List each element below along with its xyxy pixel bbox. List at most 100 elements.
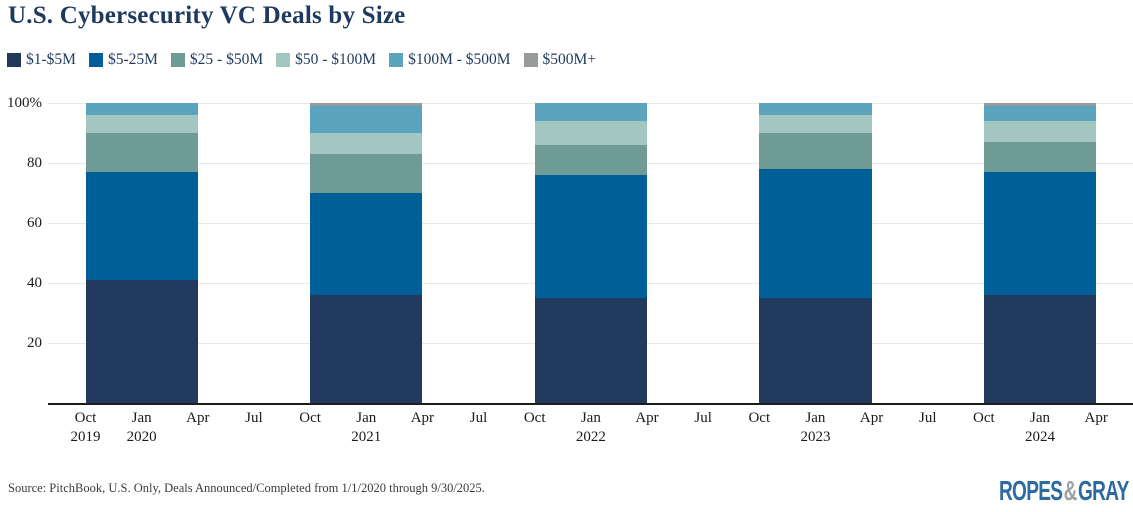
x-tick-label: Oct xyxy=(730,409,788,428)
legend-swatch xyxy=(276,53,291,67)
bar-segment xyxy=(310,295,423,403)
y-tick-label: 20 xyxy=(27,335,42,351)
bar-segment xyxy=(759,103,872,115)
legend-label: $100M - $500M xyxy=(408,51,511,68)
x-tick-month: Jan xyxy=(131,410,152,426)
stacked-bar-Oct 2020 - Apr 2021 xyxy=(310,103,423,403)
x-tick-label: Oct xyxy=(955,409,1013,428)
y-tick-label: 60 xyxy=(27,215,42,231)
bar-segment xyxy=(534,103,647,121)
x-tick-month: Jul xyxy=(918,410,937,426)
x-tick-month: Oct xyxy=(74,410,97,426)
legend-label: $50 - $100M xyxy=(295,51,377,68)
legend-item: $25 - $50M xyxy=(170,51,264,69)
bar-segment xyxy=(983,103,1097,106)
bar-segment xyxy=(759,298,872,403)
y-tick-label: 100% xyxy=(7,95,42,111)
logo-ampersand: & xyxy=(1064,475,1078,506)
legend-item: $100M - $500M xyxy=(389,51,511,69)
x-tick-label: Jul xyxy=(899,409,957,428)
legend-label: $25 - $50M xyxy=(189,51,264,68)
bar-segment xyxy=(310,133,423,154)
x-tick-month: Oct xyxy=(748,410,771,426)
stacked-bar-Oct 2022 - Apr 2023 xyxy=(759,103,872,403)
legend-swatch xyxy=(389,53,404,67)
x-tick-month: Jan xyxy=(356,410,377,426)
legend-item: $1-$5M xyxy=(7,51,76,69)
bar-segment xyxy=(534,145,647,175)
bar-segment xyxy=(983,142,1097,172)
logo-ropes: ROPES xyxy=(999,475,1063,506)
x-tick-label: Jan 2022 xyxy=(562,409,620,447)
x-tick-label: Oct xyxy=(281,409,339,428)
legend-item: $50 - $100M xyxy=(276,51,376,69)
x-tick-year: 2020 xyxy=(126,429,157,445)
x-tick-month: Apr xyxy=(1084,410,1108,426)
bar-segment xyxy=(310,193,423,295)
x-tick-month: Apr xyxy=(859,410,884,426)
x-tick-label: Jul xyxy=(450,409,508,428)
bar-segment xyxy=(85,115,198,133)
bar-segment xyxy=(310,103,423,106)
bar-segment xyxy=(759,115,872,133)
bar-segment xyxy=(983,295,1097,403)
legend-label: $500M+ xyxy=(542,51,597,68)
x-tick-label: Jan 2021 xyxy=(337,409,395,447)
x-tick-year: 2024 xyxy=(1025,429,1056,445)
bar-segment xyxy=(759,133,872,169)
stacked-bar-Oct 2023 - Apr 2024 xyxy=(983,103,1097,403)
x-tick-month: Oct xyxy=(973,410,995,426)
x-tick-label: Apr xyxy=(393,409,451,428)
x-tick-month: Apr xyxy=(635,410,659,426)
bar-segment xyxy=(85,280,198,403)
bar-segment xyxy=(983,106,1097,121)
legend-swatch xyxy=(88,53,103,67)
legend-swatch xyxy=(7,53,21,67)
logo-gray: GRAY xyxy=(1078,475,1129,506)
y-tick-label: 80 xyxy=(27,155,42,171)
x-tick-year: 2019 xyxy=(70,429,101,445)
bar-segment xyxy=(85,172,198,280)
x-tick-month: Oct xyxy=(523,410,546,426)
plot-area xyxy=(48,103,1133,405)
legend-swatch xyxy=(170,53,185,67)
x-tick-month: Jul xyxy=(694,410,712,426)
y-tick-label: 40 xyxy=(27,275,42,291)
x-tick-label: Oct 2019 xyxy=(57,409,115,447)
x-tick-label: Jul xyxy=(674,409,732,428)
bar-segment xyxy=(534,121,647,145)
x-tick-month: Jan xyxy=(580,410,601,426)
legend-label: $1-$5M xyxy=(26,51,76,68)
legend-item: $5-25M xyxy=(88,51,158,69)
bar-segment xyxy=(534,175,647,298)
x-tick-year: 2022 xyxy=(575,429,606,445)
x-tick-month: Jan xyxy=(805,410,826,426)
stacked-bar-Oct 2021 - Apr 2022 xyxy=(534,103,647,403)
bar-segment xyxy=(85,103,198,115)
x-tick-label: Apr xyxy=(618,409,676,428)
bar-segment xyxy=(983,172,1097,295)
bar-segment xyxy=(534,298,647,403)
x-tick-label: Jul xyxy=(225,409,283,428)
bar-segment xyxy=(983,121,1097,142)
x-tick-label: Jan 2020 xyxy=(113,409,171,447)
page-title: U.S. Cybersecurity VC Deals by Size xyxy=(8,2,406,29)
bar-segment xyxy=(310,154,423,193)
x-tick-month: Apr xyxy=(410,410,435,426)
bar-segment xyxy=(759,169,872,298)
x-tick-month: Jul xyxy=(469,410,488,426)
x-tick-month: Oct xyxy=(299,410,321,426)
x-tick-label: Jan 2024 xyxy=(1011,409,1069,447)
x-tick-month: Jul xyxy=(245,410,263,426)
x-tick-label: Apr xyxy=(1067,409,1125,428)
x-tick-year: 2021 xyxy=(351,429,382,445)
bar-segment xyxy=(85,133,198,172)
x-tick-label: Oct xyxy=(506,409,564,428)
legend-label: $5-25M xyxy=(107,51,158,68)
stacked-bar-Oct 2019 - Apr 2020 xyxy=(85,103,198,403)
ropes-gray-logo: ROPES&GRAY xyxy=(999,477,1129,505)
x-tick-year: 2023 xyxy=(800,429,831,445)
x-tick-month: Apr xyxy=(186,410,210,426)
x-tick-month: Jan xyxy=(1030,410,1051,426)
